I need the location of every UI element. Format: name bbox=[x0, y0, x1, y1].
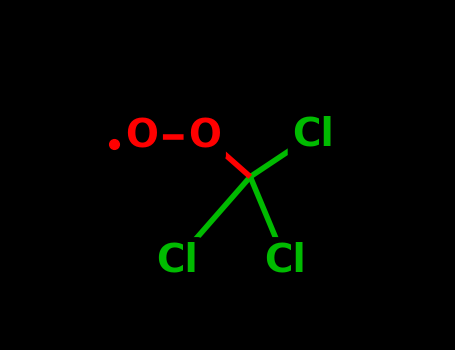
Text: Cl: Cl bbox=[156, 242, 197, 280]
Text: O: O bbox=[125, 118, 158, 155]
Text: O: O bbox=[188, 118, 221, 155]
Text: Cl: Cl bbox=[264, 242, 306, 280]
Text: Cl: Cl bbox=[293, 116, 334, 154]
